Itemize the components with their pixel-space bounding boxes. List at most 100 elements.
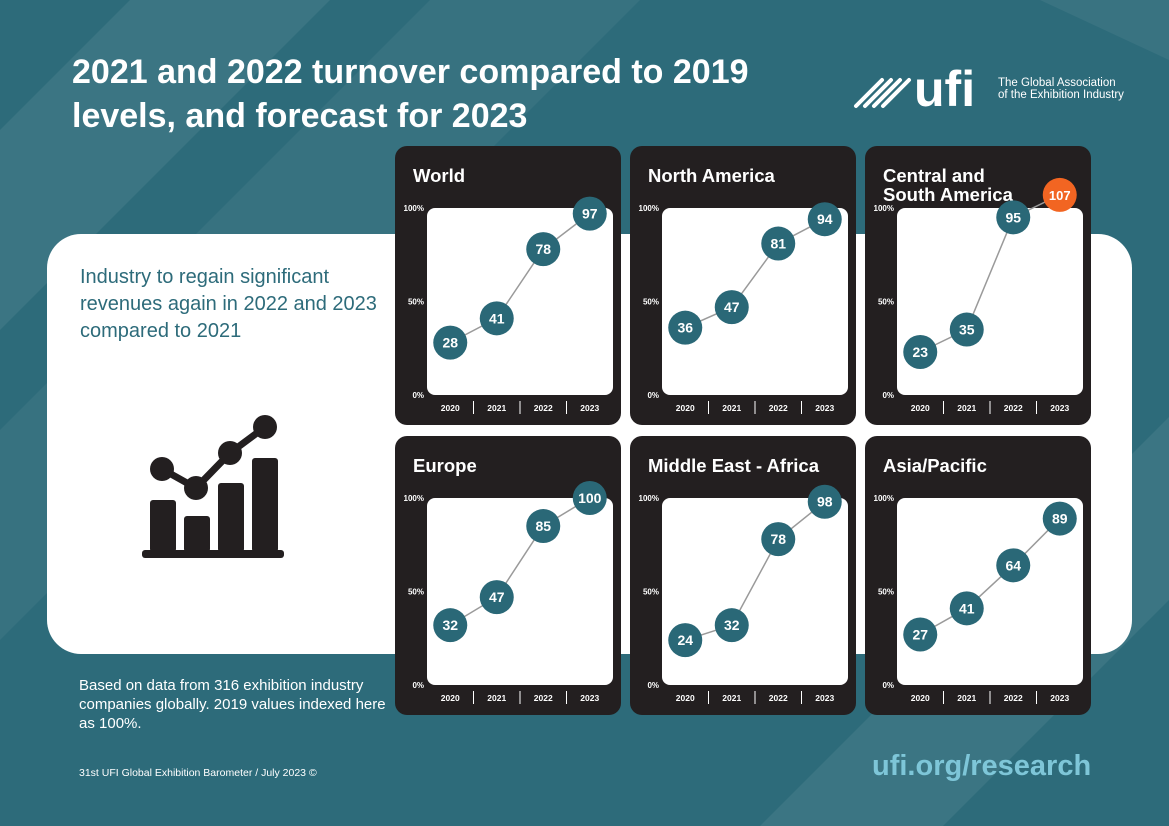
- data-point: [761, 522, 796, 557]
- data-point: [1042, 501, 1077, 536]
- y-tick-label: 50%: [408, 588, 424, 597]
- data-label: 47: [724, 299, 740, 315]
- series-line: [449, 213, 591, 344]
- logo-mark: ufi: [914, 61, 975, 117]
- x-tick-label: 2021: [487, 693, 506, 703]
- data-label: 81: [770, 236, 786, 252]
- x-tick-label: 2023: [815, 403, 834, 413]
- chart-panel-north-america: North America 0% 50% 100% 2020 2021 2022 2023 3…: [630, 146, 856, 425]
- series-line: [685, 501, 826, 641]
- x-tick-label: 2020: [676, 403, 695, 413]
- x-tick-label: 2020: [911, 403, 930, 413]
- chart-central-south-america: 0% 50% 100% 2020 2021 2022 2023 23 35 95 107: [874, 177, 1083, 414]
- data-label: 107: [1049, 188, 1071, 203]
- chart-title: Europe: [413, 455, 477, 476]
- data-label: 24: [677, 632, 693, 648]
- chart-title: Central and South America: [883, 165, 1013, 205]
- y-tick-label: 0%: [882, 391, 894, 400]
- plot-area: [662, 498, 848, 685]
- plot-area: [427, 208, 613, 395]
- research-link[interactable]: ufi.org/research: [872, 750, 1092, 782]
- chart-panel-europe: Europe 0% 50% 100% 2020 2021 2022 2023 32 47 85 10…: [395, 436, 621, 715]
- data-label: 28: [442, 335, 458, 351]
- data-label: 85: [535, 518, 551, 534]
- series-line: [919, 194, 1061, 353]
- data-point: [572, 481, 607, 515]
- y-tick-label: 50%: [878, 298, 894, 307]
- y-tick-label: 100%: [639, 204, 659, 213]
- data-point: [903, 334, 938, 369]
- chart-title: Asia/Pacific: [883, 455, 987, 476]
- y-tick-label: 50%: [643, 588, 659, 597]
- chart-panel-asia-pacific: Asia/Pacific 0% 50% 100% 2020 2021 2022 2023 27…: [865, 436, 1091, 715]
- data-point: [572, 196, 607, 231]
- y-tick-label: 50%: [643, 298, 659, 307]
- x-tick-label: 2022: [769, 693, 788, 703]
- plot-area: [427, 498, 613, 685]
- data-point: [761, 226, 796, 261]
- source-citation: 31st UFI Global Exhibition Barometer / J…: [79, 767, 317, 779]
- data-label: 94: [817, 211, 833, 227]
- data-point: [807, 202, 842, 237]
- data-label: 98: [817, 494, 833, 510]
- data-point: [433, 608, 468, 643]
- data-point: [949, 312, 984, 347]
- data-label: 32: [442, 617, 458, 633]
- y-tick-label: 0%: [647, 681, 659, 690]
- x-tick-label: 2023: [1050, 693, 1069, 703]
- x-tick-label: 2020: [911, 693, 930, 703]
- x-tick-label: 2022: [534, 403, 553, 413]
- data-label: 27: [912, 627, 928, 643]
- y-tick-label: 50%: [878, 588, 894, 597]
- data-label: 78: [535, 241, 551, 257]
- chart-title: World: [413, 165, 466, 186]
- series-line: [684, 218, 826, 329]
- y-tick-label: 100%: [639, 494, 659, 503]
- data-point: [807, 484, 842, 519]
- headline-text: Industry to regain significant revenues …: [80, 266, 377, 342]
- x-tick-label: 2023: [580, 403, 599, 413]
- x-tick-label: 2020: [441, 693, 460, 703]
- plot-area: [897, 498, 1083, 685]
- y-tick-label: 100%: [874, 494, 894, 503]
- x-tick-label: 2023: [815, 693, 834, 703]
- chart-panel-central-south-america: Central and South America 0% 50% 100% 2020 2…: [865, 146, 1091, 425]
- data-point: [526, 509, 561, 544]
- data-point: [1042, 177, 1077, 212]
- data-point: [903, 617, 938, 652]
- data-label: 89: [1052, 511, 1068, 527]
- x-tick-label: 2020: [676, 693, 695, 703]
- data-point: [526, 232, 561, 267]
- y-tick-label: 0%: [412, 681, 424, 690]
- ufi-logo: ufi: [854, 61, 975, 117]
- x-tick-label: 2022: [534, 693, 553, 703]
- data-label: 97: [582, 206, 598, 222]
- y-tick-label: 100%: [404, 204, 424, 213]
- data-label: 32: [724, 617, 740, 633]
- data-label: 95: [1005, 209, 1021, 225]
- x-tick-label: 2020: [441, 403, 460, 413]
- chart-world: 0% 50% 100% 2020 2021 2022 2023 28 41 78 97: [404, 196, 613, 414]
- footnote: Based on data from 316 exhibition indust…: [79, 677, 386, 732]
- data-point: [433, 325, 468, 360]
- x-tick-label: 2023: [580, 693, 599, 703]
- data-point: [949, 591, 984, 626]
- data-label: 41: [489, 310, 505, 326]
- series-line: [919, 518, 1061, 636]
- data-point: [996, 548, 1031, 583]
- page-title: 2021 and 2022 turnover compared to 2019 …: [72, 53, 749, 135]
- y-tick-label: 100%: [874, 204, 894, 213]
- data-label: 78: [770, 531, 786, 547]
- chart-panel-world: World 0% 50% 100% 2020 2021 2022 2023 28 41 78 97: [395, 146, 621, 425]
- data-point: [479, 580, 514, 615]
- x-tick-label: 2021: [957, 693, 976, 703]
- chart-panel-middle-east-africa: Middle East - Africa 0% 50% 100% 2020 2021 20…: [630, 436, 856, 715]
- data-point: [714, 290, 749, 325]
- x-tick-label: 2022: [1004, 693, 1023, 703]
- plot-area: [662, 208, 848, 395]
- data-point: [714, 608, 749, 643]
- chart-title: Middle East - Africa: [648, 455, 819, 476]
- x-tick-label: 2021: [487, 403, 506, 413]
- y-tick-label: 0%: [647, 391, 659, 400]
- data-label: 35: [959, 322, 975, 338]
